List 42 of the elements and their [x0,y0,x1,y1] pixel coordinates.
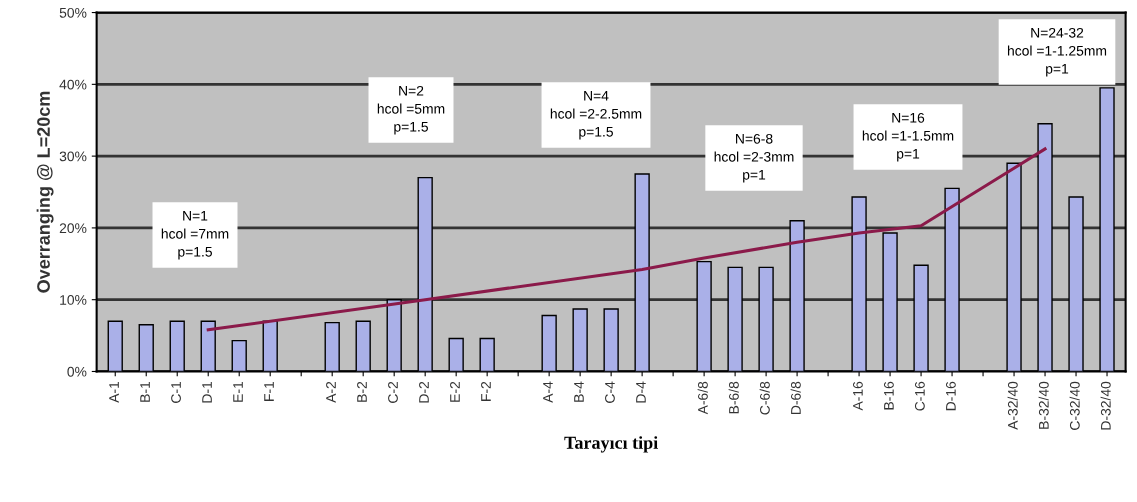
x-tick-label: A-1 [109,381,119,403]
x-tick-label: D-6/8 [790,381,801,415]
annotation: N=16 hcol =1-1.5mm p=1 [862,112,954,162]
x-tick-label: A-32/40 [1007,381,1018,430]
y-axis-title: Overranging @ L=20cm [36,91,54,293]
x-tick-label: A-16 [852,381,863,411]
y-tick-label: 40% [59,79,87,90]
x-tick-label: F-1 [264,381,274,401]
x-tick-label: F-2 [481,381,491,401]
annotation: N=6-8 hcol =2-3mm p=1 [714,133,794,183]
x-tick-label: C-6/8 [759,381,770,415]
x-tick-label: D-32/40 [1100,381,1111,430]
x-tick-label: E-2 [450,381,460,402]
y-tick-label: 50% [59,7,87,18]
annotation: N=4 hcol =2-2.5mm p=1.5 [550,91,642,140]
y-tick-label: 10% [60,295,87,305]
x-tick-label: B-6/8 [728,381,739,414]
x-tick-label: D-16 [945,381,956,411]
x-tick-label: B-4 [574,381,584,402]
x-tick-label: C-4 [605,381,615,403]
x-tick-label: C-1 [171,381,181,403]
annotation: N=24-32 hcol =1-1.25mm p=1 [1007,27,1107,77]
x-tick-label: C-32/40 [1069,381,1080,430]
y-tick-label: 0% [67,366,87,377]
x-tick-label: B-2 [357,381,367,402]
annotation: N=2 hcol =5mm p=1.5 [377,85,445,135]
x-tick-label: A-6/8 [697,381,708,415]
x-tick-label: B-32/40 [1038,381,1049,429]
x-tick-label: A-2 [326,381,336,403]
x-tick-label: D-4 [636,381,646,403]
y-tick-label: 30% [59,151,87,162]
x-tick-label: D-1 [202,381,212,403]
x-tick-label: C-2 [388,381,398,403]
x-tick-label: B-1 [140,381,150,402]
x-tick-label: D-2 [419,381,429,403]
x-tick-label: A-4 [543,381,553,403]
y-tick-label: 20% [59,223,87,234]
x-tick-label: B-16 [883,381,894,410]
x-axis-title: Tarayıcı tipi [564,436,658,453]
x-tick-label: C-16 [914,381,925,411]
annotation: N=1 hcol =7mm p=1.5 [161,211,229,260]
x-tick-label: E-1 [233,381,243,402]
